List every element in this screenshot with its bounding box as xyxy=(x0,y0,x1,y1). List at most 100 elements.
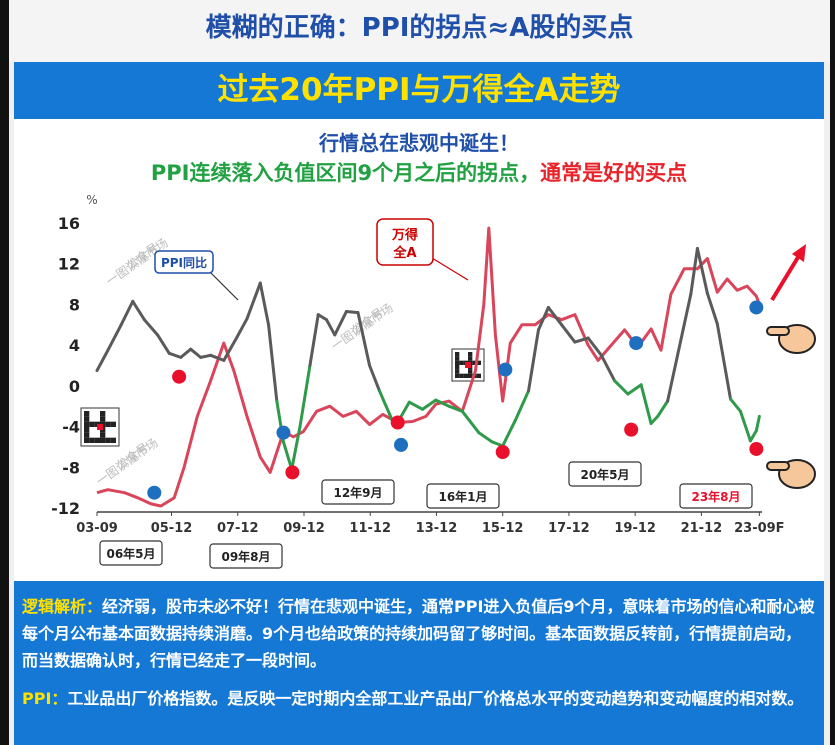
wind-callout-box xyxy=(376,218,434,266)
qr-code-cell xyxy=(459,373,464,378)
date-annotation-box xyxy=(321,479,395,505)
ppi-line-segment xyxy=(356,311,372,367)
analysis-text-2: 工业品出厂价格指数。是反映一定时期内全部工业产品出厂价格总水平的变动趋势和变动幅… xyxy=(67,689,804,708)
ppi-line-segment xyxy=(298,364,312,429)
ppi-line-segment xyxy=(639,383,653,426)
ppi-turning-point-dot xyxy=(285,465,300,480)
ppi-line-segment xyxy=(267,323,279,403)
ppi-line-segment xyxy=(222,335,239,362)
qr-code-cell xyxy=(84,432,90,438)
wind-buy-point-dot xyxy=(147,485,162,500)
date-annotation-label: 09年8月 xyxy=(221,549,270,564)
ppi-wind-chart: % -12 -8 -4 0 4 8 12 16 03-09 05-12 07-12 09-12 11-12… xyxy=(51,193,816,569)
qr-code-cell xyxy=(468,373,473,378)
ppi-line-segment xyxy=(754,414,761,433)
x-tick-label: 21-12 xyxy=(681,521,723,536)
ppi-line-segment xyxy=(560,323,577,344)
y-tick-label: -4 xyxy=(62,418,80,437)
wind-buy-point-dot xyxy=(394,437,409,452)
qr-code-cell xyxy=(476,373,481,378)
x-tick-label: 05-12 xyxy=(151,521,193,536)
ppi-line-segment xyxy=(705,291,719,326)
ppi-line-segment xyxy=(649,414,660,426)
qr-code-cell xyxy=(455,373,460,378)
ppi-line-segment xyxy=(189,347,203,359)
x-tick-label: 23-09F xyxy=(734,521,784,536)
ppi-line-segment xyxy=(477,431,494,444)
ppi-line-segment xyxy=(325,318,337,337)
ppi-line-segment xyxy=(573,336,590,344)
wind-a-line xyxy=(96,226,761,508)
qr-code-cell xyxy=(84,421,90,427)
ppi-line-segment xyxy=(695,246,709,295)
date-annotation-label: 12年9月 xyxy=(333,485,382,500)
y-tick-label: 4 xyxy=(69,336,80,355)
analysis-label-1: 逻辑解析： xyxy=(22,597,103,616)
ppi-line-segment xyxy=(513,389,531,422)
x-tick-label: 15-12 xyxy=(482,521,524,536)
ppi-line-segment xyxy=(527,328,540,393)
ppi-line-segment xyxy=(377,389,395,423)
ppi-line-segment xyxy=(95,348,110,373)
qr-code-cell xyxy=(100,437,106,443)
ppi-turning-point-dot xyxy=(172,369,187,384)
ppi-line-segment xyxy=(290,425,302,471)
date-annotation-box xyxy=(679,483,753,509)
ppi-line-segment xyxy=(599,353,617,383)
up-trend-arrowhead xyxy=(792,244,806,262)
right-border xyxy=(830,0,835,745)
ppi-line-segment xyxy=(447,404,464,413)
ppi-turning-point-dot xyxy=(390,415,405,430)
y-tick-label: 8 xyxy=(69,295,80,314)
qr-code-cell xyxy=(110,437,116,443)
subtitle-line-1: 行情总在悲观中诞生！ xyxy=(319,131,519,155)
x-tick-label: 17-12 xyxy=(548,521,590,536)
ppi-line-segment xyxy=(613,379,630,396)
y-unit-label: % xyxy=(86,193,97,207)
ppi-line-segment xyxy=(586,336,603,357)
date-annotation-label: 23年8月 xyxy=(691,489,740,504)
ppi-line-segment xyxy=(501,418,517,448)
ppi-line-segment xyxy=(179,347,193,359)
qr-code-cell xyxy=(89,437,95,443)
qr-code-cell xyxy=(84,416,90,422)
ppi-line-segment xyxy=(333,310,348,337)
qr-code-cell xyxy=(468,352,473,357)
x-tick-label: 03-09 xyxy=(76,521,118,536)
y-tick-label: -12 xyxy=(51,499,80,518)
wind-buy-point-dot xyxy=(498,362,513,377)
pointing-hand-icon-finger xyxy=(766,461,790,471)
ppi-line-segment xyxy=(460,409,481,435)
date-annotation-box xyxy=(426,483,500,509)
date-annotation-box xyxy=(568,461,642,487)
callout-leader xyxy=(431,257,469,281)
qr-code-cell xyxy=(472,360,477,365)
qr-code-cell xyxy=(84,427,90,433)
analysis-paragraph-2: PPI：工业品出厂价格指数。是反映一定时期内全部工业产品出厂价格总水平的变动趋势… xyxy=(22,685,816,712)
y-tick-label: 0 xyxy=(69,377,80,396)
qr-code-cell xyxy=(459,360,464,365)
ppi-line-segment xyxy=(308,313,320,367)
qr-code-cell xyxy=(100,411,106,417)
ppi-line-segment xyxy=(421,398,438,411)
qr-code-cell xyxy=(455,365,460,370)
qr-code-cell xyxy=(463,373,468,378)
analysis-label-2: PPI： xyxy=(22,689,68,708)
ppi-line-segment xyxy=(119,299,135,327)
ppi-turning-point-dot xyxy=(495,445,510,460)
ppi-line-segment xyxy=(434,398,451,408)
ppi-line-segment xyxy=(167,351,183,359)
wind-buy-point-dot xyxy=(629,336,644,351)
ppi-line-segment xyxy=(142,318,160,337)
qr-code-cell xyxy=(100,416,106,422)
ppi-callout-label: PPI同比 xyxy=(161,255,207,270)
ppi-line-segment xyxy=(715,322,733,401)
ppi-line-segment xyxy=(546,305,564,327)
qr-code-cell xyxy=(100,432,106,438)
date-annotation-box xyxy=(209,543,283,569)
qr-code-cell xyxy=(455,352,460,357)
ppi-line-segment xyxy=(626,383,643,396)
qr-code-cell xyxy=(105,437,111,443)
left-border xyxy=(0,0,9,745)
